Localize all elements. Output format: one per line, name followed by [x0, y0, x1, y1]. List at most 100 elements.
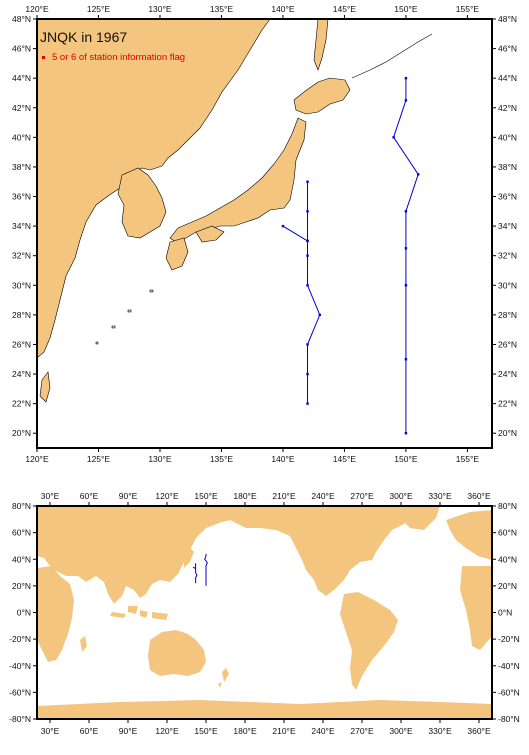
world-lon-tick-label: 210°E	[272, 491, 296, 501]
lat-tick-label: 22°N	[498, 399, 517, 409]
lat-tick-label: 48°N	[498, 14, 517, 24]
world-lat-tick-label: -60°N	[498, 687, 520, 697]
world-lon-tick-label: 150°E	[194, 726, 218, 736]
lat-tick-label: 46°N	[12, 44, 31, 54]
station-point	[404, 99, 408, 102]
world-lon-tick-label: 270°E	[350, 491, 374, 501]
lon-tick-label: 135°E	[210, 4, 234, 14]
japan-land	[184, 548, 194, 568]
europe-east-edge-land	[446, 510, 492, 560]
lat-tick-label: 20°N	[12, 428, 31, 438]
lat-tick-label: 40°N	[498, 132, 517, 142]
world-lon-tick-label: 120°E	[155, 726, 179, 736]
lon-tick-label: 120°E	[25, 454, 49, 464]
lat-tick-label: 32°N	[12, 251, 31, 261]
lon-tick-label: 155°E	[456, 454, 480, 464]
station-point	[318, 313, 322, 317]
world-lon-tick-label: 270°E	[350, 726, 374, 736]
lon-tick-label: 150°E	[394, 4, 418, 14]
world-lon-tick-label: 60°E	[80, 491, 99, 501]
station-point	[306, 402, 309, 405]
station-point	[404, 210, 408, 213]
antarctica-land	[37, 700, 492, 719]
station-point	[306, 180, 309, 183]
regional-map: 120°E 120°E 125°E 125°E 130°E 130°E 135°E 135°E…	[12, 4, 517, 464]
australia-land	[148, 630, 206, 676]
world-lon-tick-label: 240°E	[311, 491, 335, 501]
lat-tick-label: 38°N	[498, 162, 517, 172]
world-lon-tick-label: 30°E	[41, 726, 60, 736]
world-lon-tick-label: 330°E	[428, 726, 452, 736]
lat-tick-label: 38°N	[12, 162, 31, 172]
world-lat-tick-label: 0°N	[17, 608, 31, 618]
eurasia-land	[37, 506, 310, 604]
station-point	[306, 239, 309, 243]
station-point	[306, 372, 309, 376]
lat-tick-label: 46°N	[498, 44, 517, 54]
lat-tick-label: 22°N	[12, 399, 31, 409]
lat-tick-label: 36°N	[498, 192, 517, 202]
world-lon-tick-label: 180°E	[233, 726, 257, 736]
lon-tick-label: 125°E	[87, 454, 111, 464]
station-point	[417, 173, 420, 176]
shikoku-land	[195, 225, 225, 243]
world-lon-tick-label: 90°E	[119, 726, 138, 736]
world-lon-tick-label: 120°E	[155, 491, 179, 501]
lat-tick-label: 34°N	[498, 221, 517, 231]
station-markers	[281, 76, 420, 435]
world-lon-tick-label: 150°E	[194, 491, 218, 501]
greenland-land	[390, 506, 440, 530]
world-lat-tick-label: -20°N	[498, 634, 520, 644]
new-zealand-land	[218, 668, 229, 688]
lat-tick-label: 40°N	[12, 132, 31, 142]
legend-marker	[42, 56, 45, 59]
ryukyu-islands-land	[95, 289, 154, 345]
world-lat-tick-label: -20°N	[9, 634, 31, 644]
korea-land	[117, 167, 167, 239]
world-lat-tick-label: 60°N	[498, 528, 517, 538]
station-point	[404, 432, 408, 435]
north-america-land	[230, 506, 410, 596]
lat-tick-label: 36°N	[12, 192, 31, 202]
world-lat-tick-label: 0°N	[498, 608, 512, 618]
lon-tick-label: 130°E	[148, 454, 172, 464]
lat-tick-label: 24°N	[12, 369, 31, 379]
taiwan-land	[39, 371, 51, 403]
world-lat-tick-label: 80°N	[498, 501, 517, 511]
station-point	[392, 136, 395, 139]
lon-tick-label: 150°E	[394, 454, 418, 464]
lat-tick-label: 34°N	[12, 221, 31, 231]
lat-tick-label: 30°N	[12, 280, 31, 290]
regional-map-ticks: 120°E 120°E 125°E 125°E 130°E 130°E 135°E 135°E…	[12, 4, 517, 464]
lon-tick-label: 130°E	[148, 4, 172, 14]
station-point	[404, 76, 408, 80]
kuril-islands-land	[351, 33, 433, 79]
lon-tick-label: 140°E	[271, 454, 295, 464]
station-point	[306, 210, 309, 213]
world-lon-tick-label: 240°E	[311, 726, 335, 736]
lat-tick-label: 42°N	[12, 103, 31, 113]
station-point	[404, 358, 408, 361]
station-point	[281, 224, 285, 228]
lon-tick-label: 120°E	[25, 4, 49, 14]
world-lat-tick-label: 80°N	[12, 501, 31, 511]
africa-east-edge-land	[460, 566, 492, 650]
world-lat-tick-label: 40°N	[12, 554, 31, 564]
world-lon-tick-label: 30°E	[41, 491, 60, 501]
lon-tick-label: 135°E	[210, 454, 234, 464]
world-map-ticks: 30°E 30°E 60°E 60°E 90°E 90°E 120°E 120°E 150°E 1…	[9, 491, 520, 736]
africa-land	[37, 566, 74, 662]
world-track-west	[192, 563, 198, 584]
lat-tick-label: 44°N	[12, 73, 31, 83]
world-lat-tick-label: -40°N	[9, 661, 31, 671]
world-lon-tick-label: 60°E	[80, 726, 99, 736]
world-lat-tick-label: 40°N	[498, 554, 517, 564]
lat-tick-label: 32°N	[498, 251, 517, 261]
lat-tick-label: 28°N	[12, 310, 31, 320]
world-map: 30°E 30°E 60°E 60°E 90°E 90°E 120°E 120°E 150°E 1…	[9, 491, 520, 736]
lat-tick-label: 26°N	[498, 339, 517, 349]
world-lon-tick-label: 210°E	[272, 726, 296, 736]
world-lat-tick-label: 20°N	[12, 581, 31, 591]
world-land	[37, 506, 492, 719]
station-point	[404, 284, 408, 287]
